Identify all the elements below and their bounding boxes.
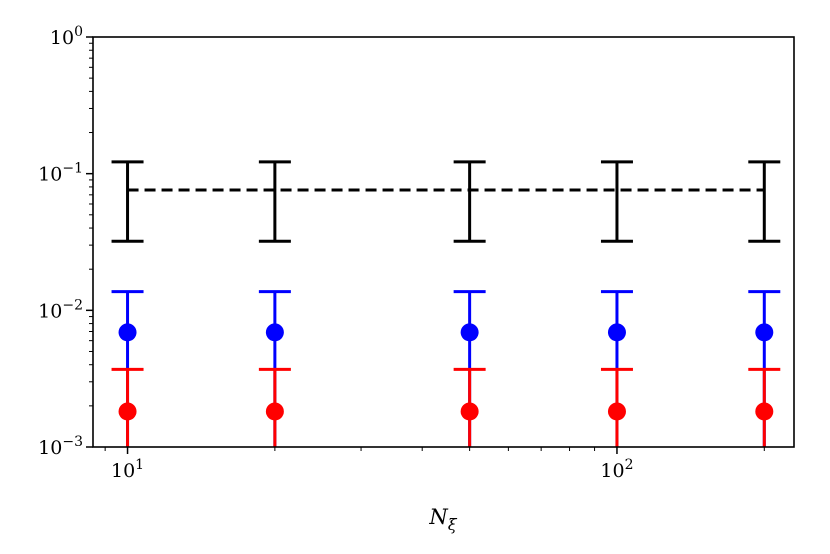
series-layer xyxy=(111,160,781,447)
series-1-point-2 xyxy=(460,402,479,421)
y-tick-label-3: 10−3 xyxy=(38,434,83,459)
y-tick-label-1: 10−1 xyxy=(38,161,83,186)
x-axis-label: Nξ xyxy=(428,505,457,534)
series-0-point-1 xyxy=(265,323,284,342)
tick-layer: 101 102 100 10−1 10−2 10−3 xyxy=(38,24,765,482)
series-0-point-4 xyxy=(755,323,774,342)
series-0-point-0 xyxy=(118,323,137,342)
series-0-point-3 xyxy=(607,323,626,342)
y-tick-label-2: 10−2 xyxy=(38,297,83,322)
series-1-point-3 xyxy=(607,402,626,421)
series-0-point-2 xyxy=(460,323,479,342)
plot-frame xyxy=(92,36,795,448)
x-tick-label-1: 102 xyxy=(600,457,633,482)
series-1-point-1 xyxy=(265,402,284,421)
y-tick-label-0: 100 xyxy=(50,24,83,49)
plot-area xyxy=(111,160,781,447)
series-1-point-4 xyxy=(755,402,774,421)
series-1-point-0 xyxy=(118,402,137,421)
x-tick-label-0: 101 xyxy=(111,457,144,482)
